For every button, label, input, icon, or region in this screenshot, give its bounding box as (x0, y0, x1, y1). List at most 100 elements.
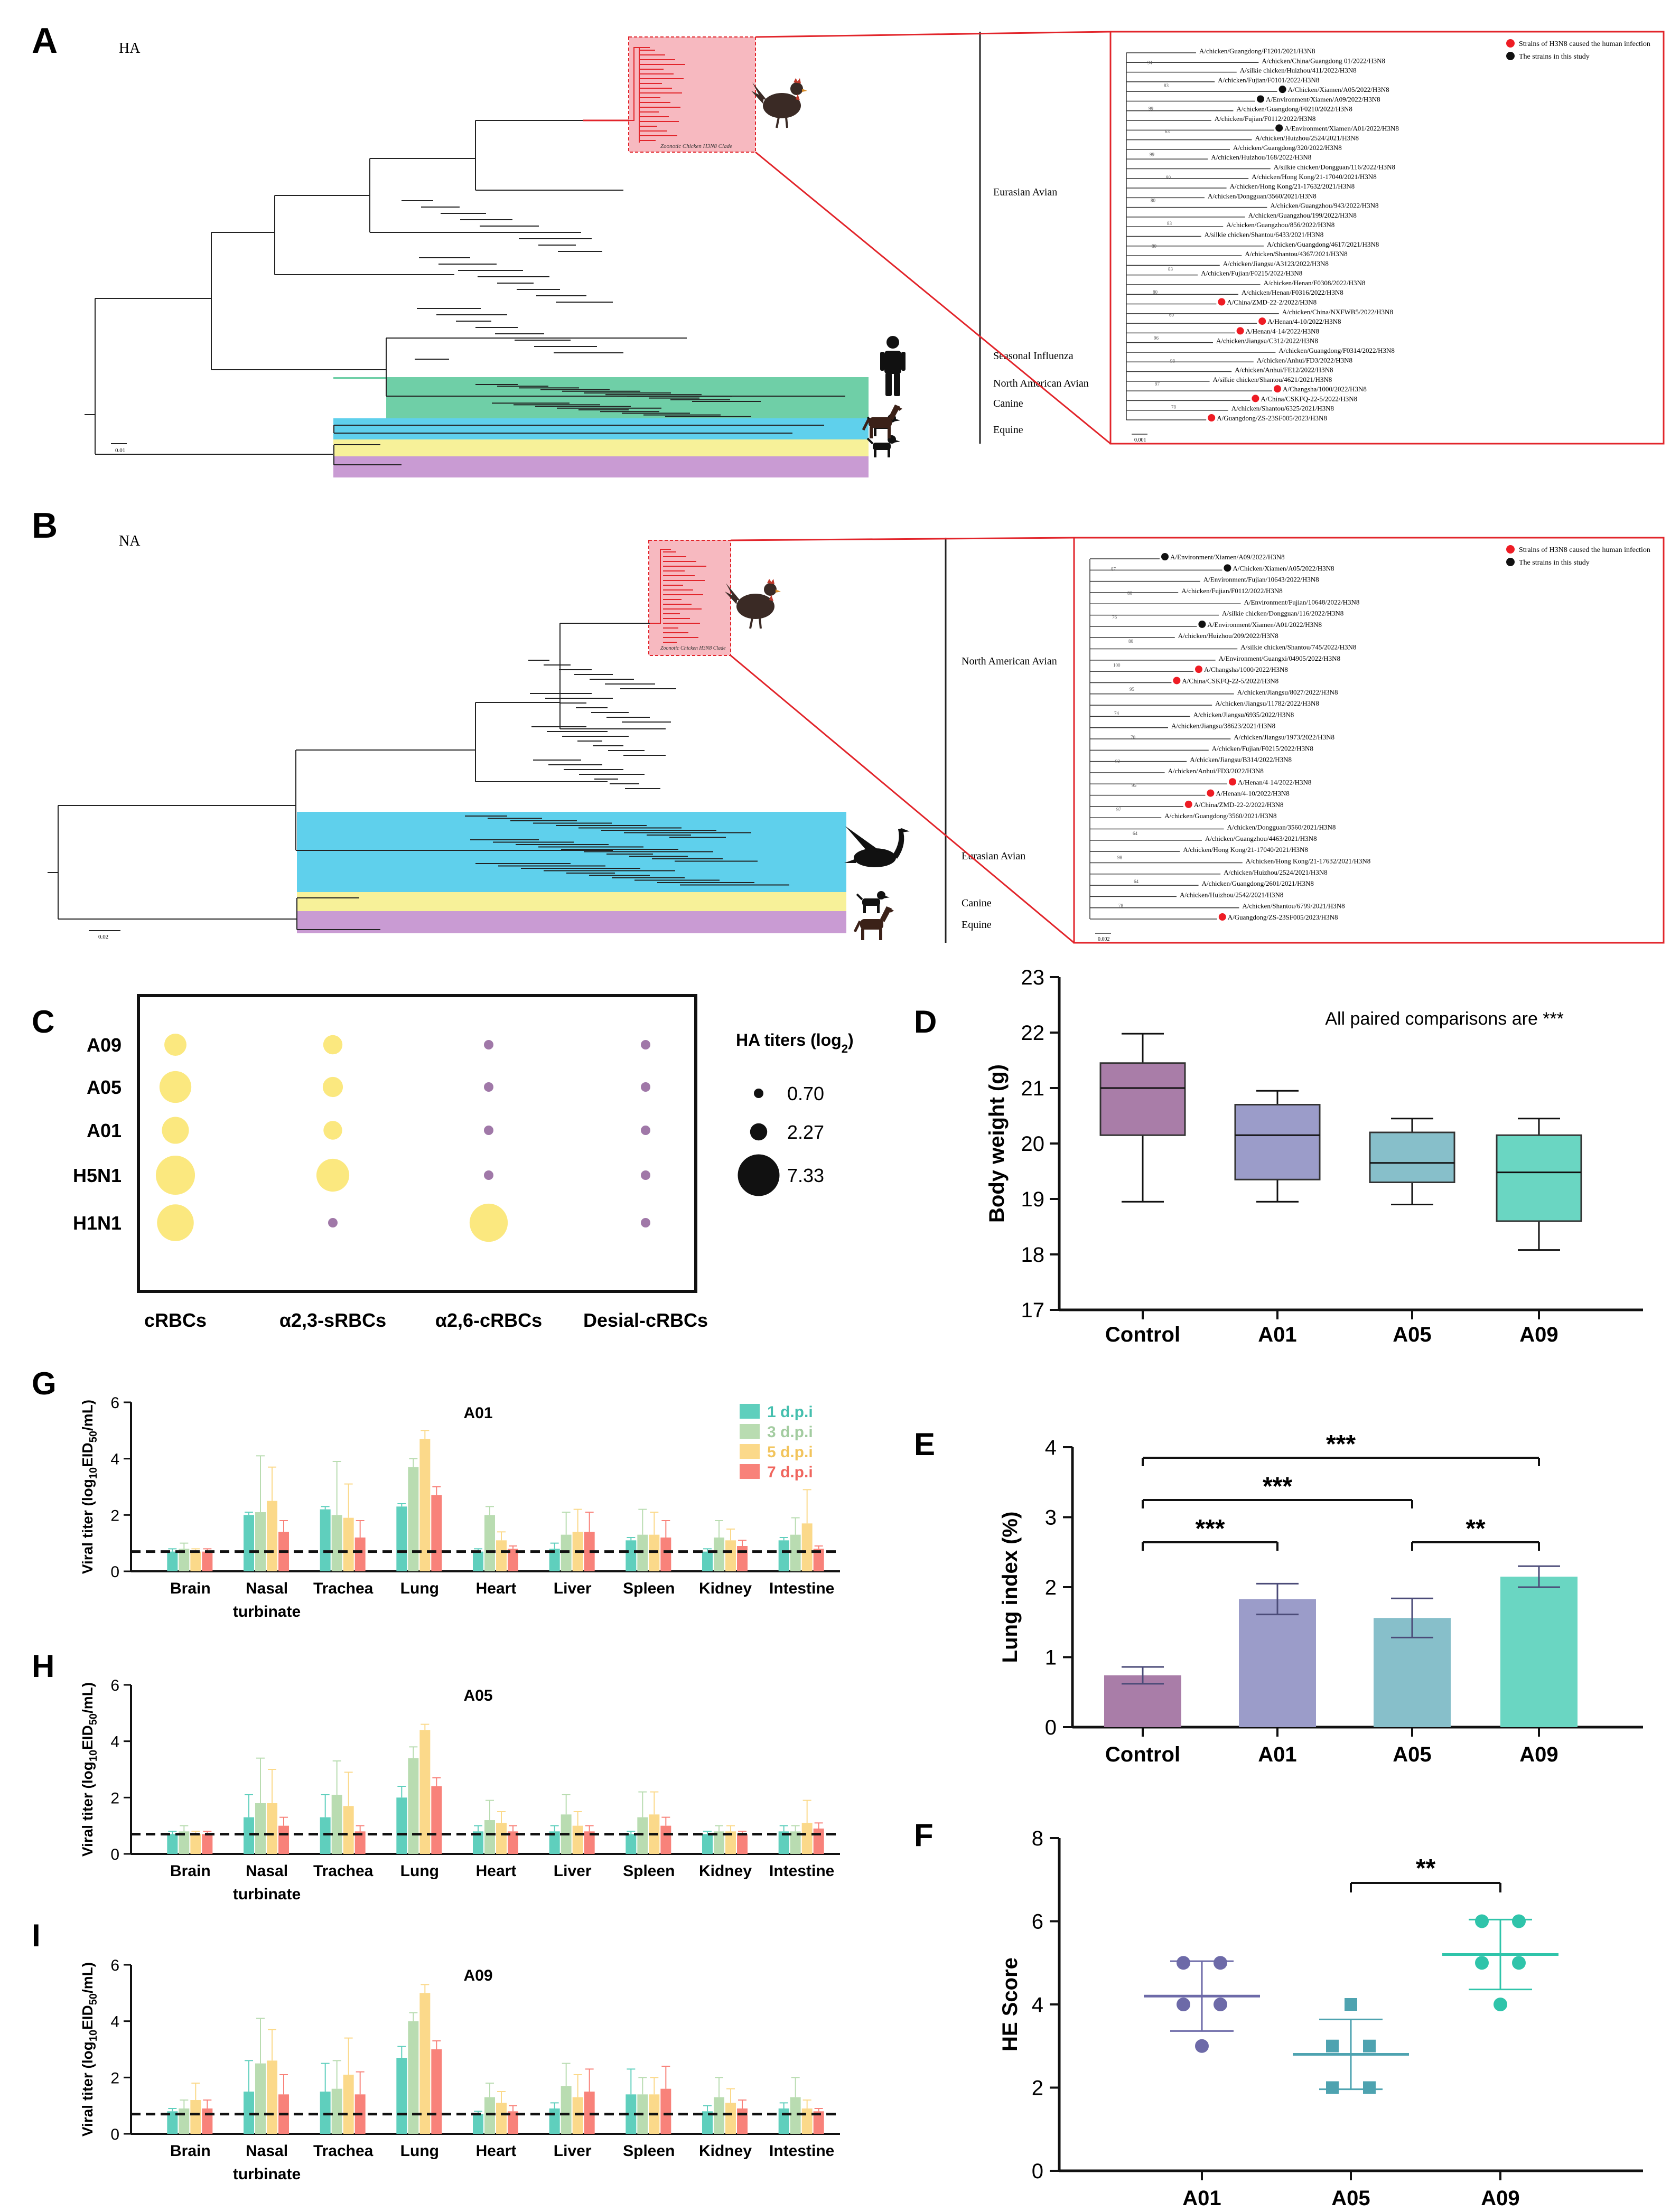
lineage-equine: Equine (962, 919, 992, 931)
legend-size-label: 0.70 (787, 1083, 824, 1104)
bar (496, 1823, 507, 1854)
strain-label: A/Environment/Xiamen/A01/2022/H3N8 (1284, 124, 1399, 132)
y-tick-label: 23 (1021, 966, 1045, 989)
bar (778, 1831, 789, 1854)
bootstrap-value: 95 (1130, 687, 1135, 692)
bootstrap-value: 80 (1153, 289, 1158, 295)
y-tick-label: 18 (1021, 1243, 1045, 1267)
legend-swatch (740, 1444, 760, 1459)
bar (408, 2021, 419, 2134)
gene-label-na: NA (119, 533, 141, 549)
panel-i: I 0 2 4 6 Viral titer (log10EID50/mL) A09 Brai… (32, 1918, 840, 2183)
bar (790, 2097, 801, 2134)
bootstrap-value: 92 (1115, 758, 1120, 764)
zoom-connector-bottom (730, 654, 1075, 944)
legend-label: 3 d.p.i (767, 1423, 813, 1441)
bar (801, 2108, 813, 2134)
ha-titer-bubble (162, 1117, 189, 1144)
strain-label: A/chicken/Anhui/FD3/2022/H3N8 (1168, 767, 1264, 775)
gene-label-ha: HA (119, 40, 141, 57)
row-label: A09 (87, 1034, 122, 1056)
bar (813, 2111, 824, 2134)
bar (431, 2049, 442, 2134)
scale-bar-label: 0.01 (115, 447, 125, 454)
strain-label: A/chicken/Guangdong/3560/2021/H3N8 (1164, 812, 1276, 820)
bootstrap-value: 94 (1147, 60, 1153, 65)
y-tick-label: 1 (1045, 1646, 1057, 1670)
x-tick-label: Lung (400, 1580, 439, 1597)
bar (790, 1831, 801, 1854)
bar (343, 2075, 354, 2134)
strain-label: A/Guangdong/ZS-23SF005/2023/H3N8 (1217, 414, 1327, 422)
bar (408, 1758, 419, 1854)
bar (584, 1532, 595, 1571)
y-axis-label: Viral titer (log10EID50/mL) (79, 1400, 99, 1574)
x-tick-label: Kidney (699, 1580, 752, 1597)
study-strain-dot (1198, 620, 1206, 628)
bar (484, 2097, 495, 2134)
lineage-canine: Canine (993, 398, 1023, 409)
bar (813, 1829, 824, 1854)
bar (549, 1549, 560, 1571)
bar (190, 1834, 201, 1854)
clade-north-american-avian (333, 418, 869, 439)
ha-titer-bubble (328, 1218, 338, 1227)
y-tick-label: 6 (1032, 1910, 1043, 1934)
y-tick-label: 20 (1021, 1132, 1045, 1156)
panel-c: C A09 A05 A01 H5N1 H1N1 cRBCs α2,3-sRBCs α2,6-c… (32, 994, 854, 1331)
strain-label: A/silkie chicken/Dongguan/116/2022/H3N8 (1274, 163, 1395, 171)
strain-label: A/Guangdong/ZS-23SF005/2023/H3N8 (1228, 913, 1338, 921)
x-tick-label: Trachea (313, 1862, 374, 1880)
ha-titer-bubble (484, 1126, 493, 1135)
y-tick-label: 0 (1045, 1716, 1057, 1739)
human-strain-dot (1208, 414, 1216, 421)
bootstrap-value: 97 (1116, 807, 1122, 812)
bar (584, 1831, 595, 1854)
strain-label: A/chicken/Jiangsu/A3123/2022/H3N8 (1223, 259, 1329, 267)
zoonotic-clade-branches (650, 549, 706, 643)
bootstrap-value: 64 (1133, 831, 1138, 836)
bar (431, 1786, 442, 1854)
y-label-sub: 10 (88, 2030, 99, 2041)
zoonotic-clade-branches (583, 47, 685, 143)
panel-letter-d: D (914, 1004, 937, 1039)
human-strain-dot (1207, 789, 1215, 797)
legend-title: HA titers (log2) (736, 1030, 854, 1055)
x-tick-label: Spleen (623, 1580, 675, 1597)
data-point (1195, 2039, 1209, 2053)
panel-a: A HA Zoonotic Chicken H3N8 Clade Eurasia… (32, 21, 1665, 477)
human-strain-dot (1258, 317, 1266, 325)
bar (419, 1730, 431, 1854)
strain-label: A/Chicken/Xiamen/A05/2022/H3N8 (1233, 564, 1334, 572)
bootstrap-value: 83 (1167, 221, 1172, 226)
clade-equine (297, 911, 846, 933)
data-point (1177, 1956, 1190, 1970)
y-tick-label: 2 (1045, 1576, 1057, 1599)
data-point (1326, 2039, 1339, 2052)
ha-titer-bubble (316, 1158, 350, 1192)
y-label-end: /mL) (79, 1962, 96, 1993)
bootstrap-value: 98 (1170, 358, 1175, 363)
row-label: A05 (87, 1076, 122, 1098)
y-tick-label: 2 (110, 1789, 119, 1807)
strain-label: A/Henan/4-14/2022/H3N8 (1238, 778, 1311, 786)
zoom-connector-top (755, 31, 1111, 38)
x-tick-label: Liver (554, 1580, 592, 1597)
bar (431, 1495, 442, 1571)
strain-label: A/chicken/Henan/F0316/2022/H3N8 (1242, 288, 1343, 296)
bar (190, 1551, 201, 1571)
bootstrap-value: 80 (1128, 639, 1134, 644)
x-tick-label: Control (1105, 1743, 1180, 1766)
na-tree-backbone (48, 549, 789, 930)
bar (278, 1825, 289, 1854)
lineage-north-american-avian: North American Avian (993, 378, 1089, 389)
strain-label: A/silkie chicken/Shantou/6433/2021/H3N8 (1205, 231, 1324, 239)
bar (331, 2088, 342, 2134)
bar (702, 1551, 713, 1571)
bar (790, 1534, 801, 1571)
significance-stars: *** (1263, 1473, 1292, 1501)
bar (508, 2111, 518, 2134)
data-point (1363, 2039, 1376, 2052)
strain-label: A/chicken/Hong Kong/21-17040/2021/H3N8 (1183, 846, 1308, 854)
